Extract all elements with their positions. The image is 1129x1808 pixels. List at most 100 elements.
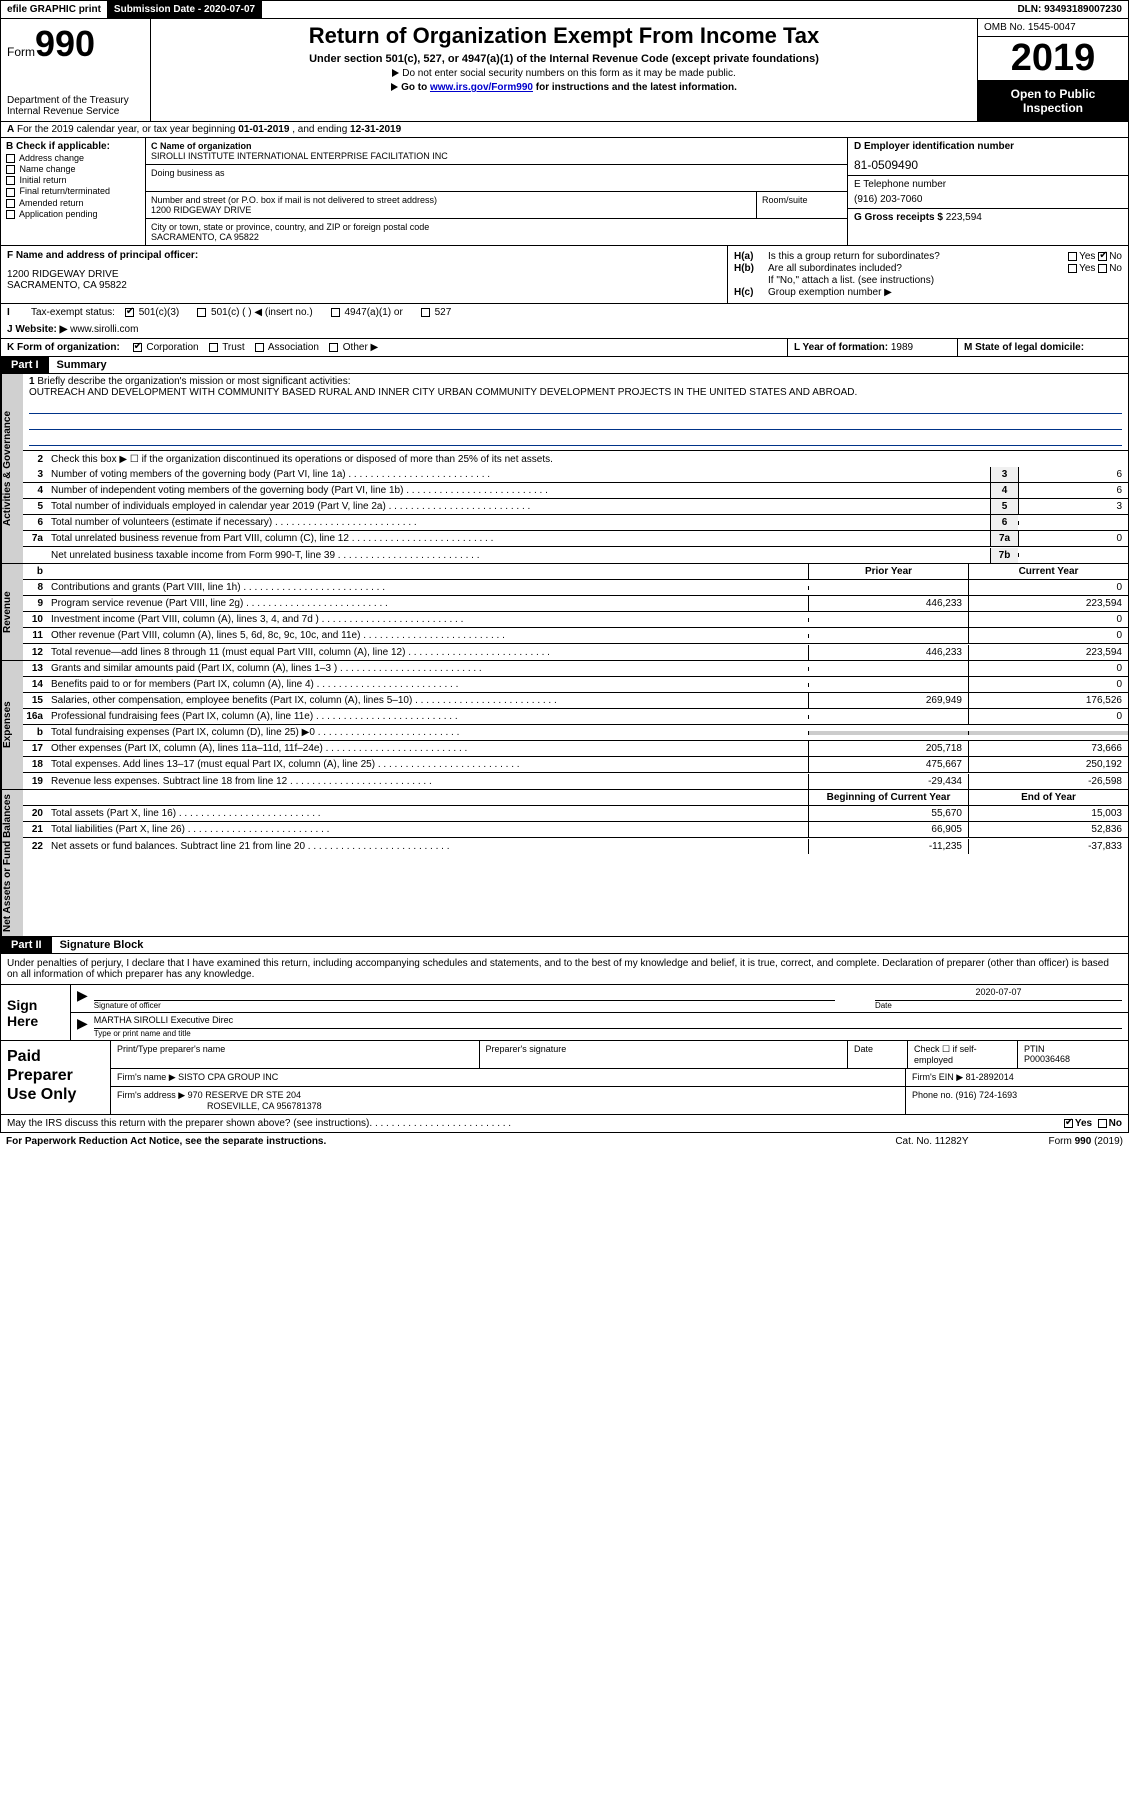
na-hdr: Beginning of Current Year End of Year	[23, 790, 1128, 806]
hb-no-checkbox[interactable]	[1098, 264, 1107, 273]
k-option: Corporation	[133, 342, 199, 353]
form-note-1: Do not enter social security numbers on …	[157, 68, 971, 79]
part-ii-header: Part II Signature Block	[0, 937, 1129, 954]
ha-no-checkbox[interactable]	[1098, 252, 1107, 261]
checkbox[interactable]	[125, 308, 134, 317]
row-num: 14	[23, 677, 49, 692]
summary-row: 7aTotal unrelated business revenue from …	[23, 531, 1128, 547]
row-prior	[808, 586, 968, 590]
row-num: 8	[23, 580, 49, 595]
summary-row: 14Benefits paid to or for members (Part …	[23, 677, 1128, 693]
summary-row: bTotal fundraising expenses (Part IX, co…	[23, 725, 1128, 741]
prep-sig-hdr: Preparer's signature	[480, 1041, 849, 1068]
begin-year-hdr: Beginning of Current Year	[808, 790, 968, 805]
row-text: Benefits paid to or for members (Part IX…	[49, 677, 808, 692]
te-options: 501(c)(3) 501(c) ( ) ◀ (insert no.) 4947…	[125, 307, 469, 318]
row-num: 16a	[23, 709, 49, 724]
perjury-declaration: Under penalties of perjury, I declare th…	[0, 954, 1129, 985]
checkbox[interactable]	[6, 199, 15, 208]
part-i-rev-body: b Prior Year Current Year 8Contributions…	[23, 564, 1128, 660]
mission-block: 1 Briefly describe the organization's mi…	[23, 374, 1128, 451]
part-i-exp: Expenses 13Grants and similar amounts pa…	[0, 661, 1129, 790]
footer-left: For Paperwork Reduction Act Notice, see …	[6, 1136, 895, 1147]
k-label: K Form of organization:	[7, 342, 120, 353]
row-prior: 446,233	[808, 645, 968, 660]
side-na: Net Assets or Fund Balances	[1, 790, 23, 936]
firm-ein-label: Firm's EIN ▶	[912, 1072, 963, 1082]
section-h: H(a) Is this a group return for subordin…	[728, 246, 1128, 303]
side-rev: Revenue	[1, 564, 23, 660]
checkbox[interactable]	[329, 343, 338, 352]
checkbox[interactable]	[6, 165, 15, 174]
i-label: I	[7, 307, 21, 318]
e-label: E Telephone number	[854, 179, 946, 190]
row-prior	[808, 634, 968, 638]
hc-text: Group exemption number ▶	[768, 287, 892, 298]
i-option: 4947(a)(1) or	[331, 307, 403, 318]
year-begin: 01-01-2019	[238, 124, 289, 135]
ha-label: H(a)	[734, 251, 768, 262]
officer-sig: Signature of officer	[94, 987, 835, 1010]
checkbox[interactable]	[6, 154, 15, 163]
h-b-line: H(b) Are all subordinates included? Yes …	[734, 263, 1122, 274]
firm-name-cell: Firm's name ▶ SISTO CPA GROUP INC	[111, 1069, 906, 1086]
part-i-na-body: Beginning of Current Year End of Year 20…	[23, 790, 1128, 936]
row-num: 7a	[23, 531, 49, 546]
summary-row: 13Grants and similar amounts paid (Part …	[23, 661, 1128, 677]
checkbox[interactable]	[197, 308, 206, 317]
city-value: SACRAMENTO, CA 95822	[151, 232, 259, 242]
addr-row: Number and street (or P.O. box if mail i…	[146, 192, 847, 219]
row-num	[23, 553, 49, 557]
efile-print: print	[76, 4, 101, 15]
row-num: 15	[23, 693, 49, 708]
checkbox[interactable]	[421, 308, 430, 317]
submission-date-cell: Submission Date - 2020-07-07	[108, 1, 262, 18]
checkbox[interactable]	[209, 343, 218, 352]
row-text: Program service revenue (Part VIII, line…	[49, 596, 808, 611]
sign-here-row: Sign Here ▶ Signature of officer 2020-07…	[0, 985, 1129, 1041]
row-num: 3	[23, 467, 49, 482]
row-text: Number of independent voting members of …	[49, 483, 990, 498]
summary-row: 15Salaries, other compensation, employee…	[23, 693, 1128, 709]
checkbox[interactable]	[6, 210, 15, 219]
part-i-na: Net Assets or Fund Balances Beginning of…	[0, 790, 1129, 937]
row-prior	[808, 683, 968, 687]
efile-graphic: GRAPHIC	[30, 4, 76, 15]
efile-label[interactable]: efile GRAPHIC print	[1, 1, 108, 18]
row-value: 6	[1018, 483, 1128, 498]
row-value	[1018, 553, 1128, 557]
phone-cell: E Telephone number (916) 203-7060	[848, 176, 1128, 209]
gross-receipts-value: 223,594	[946, 212, 982, 223]
checkbox[interactable]	[255, 343, 264, 352]
b-option: Final return/terminated	[6, 186, 140, 196]
row-num: 10	[23, 612, 49, 627]
website-value: www.sirolli.com	[70, 324, 138, 335]
b-option: Amended return	[6, 198, 140, 208]
sig-date: 2020-07-07 Date	[875, 987, 1122, 1010]
checkbox[interactable]	[6, 176, 15, 185]
checkbox[interactable]	[133, 343, 142, 352]
checkbox[interactable]	[6, 188, 15, 197]
paid-preparer-label: Paid Preparer Use Only	[1, 1041, 111, 1114]
h-c-line: H(c) Group exemption number ▶	[734, 287, 1122, 298]
row-num: 21	[23, 822, 49, 837]
form990-link[interactable]: www.irs.gov/Form990	[430, 82, 533, 93]
officer-name-value: MARTHA SIROLLI Executive Direc	[94, 1015, 233, 1025]
summary-row: 20Total assets (Part X, line 16)55,67015…	[23, 806, 1128, 822]
sig-line-1: ▶ Signature of officer 2020-07-07 Date	[71, 985, 1128, 1013]
org-name: SIROLLI INSTITUTE INTERNATIONAL ENTERPRI…	[151, 151, 448, 161]
omb-number: OMB No. 1545-0047	[978, 19, 1128, 37]
discuss-no-checkbox[interactable]	[1098, 1119, 1107, 1128]
checkbox[interactable]	[331, 308, 340, 317]
firm-addr1: 970 RESERVE DR STE 204	[188, 1090, 301, 1100]
row-box: 5	[990, 499, 1018, 514]
hb-yes-checkbox[interactable]	[1068, 264, 1077, 273]
ha-yes-checkbox[interactable]	[1068, 252, 1077, 261]
row-box: 4	[990, 483, 1018, 498]
side-ag: Activities & Governance	[1, 374, 23, 563]
discuss-yes-checkbox[interactable]	[1064, 1119, 1073, 1128]
q1-label: 1	[29, 376, 35, 387]
firm-addr2: ROSEVILLE, CA 956781378	[117, 1101, 322, 1111]
main-info-grid: B Check if applicable: Address change Na…	[0, 138, 1129, 246]
mission-text: OUTREACH AND DEVELOPMENT WITH COMMUNITY …	[29, 387, 857, 398]
